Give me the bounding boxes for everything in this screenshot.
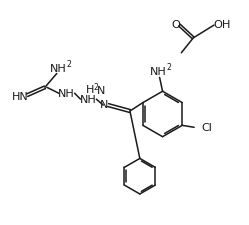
Text: OH: OH (213, 20, 231, 30)
Text: N: N (100, 100, 108, 110)
Text: 2: 2 (66, 60, 71, 69)
Text: Cl: Cl (201, 123, 212, 133)
Text: 2: 2 (166, 63, 171, 72)
Text: N: N (97, 86, 105, 96)
Text: NH: NH (80, 95, 97, 105)
Text: O: O (171, 20, 180, 30)
Text: HN: HN (12, 92, 29, 102)
Text: NH: NH (150, 66, 167, 76)
Text: 2: 2 (94, 82, 99, 91)
Text: H: H (86, 85, 95, 95)
Text: NH: NH (50, 63, 67, 73)
Text: NH: NH (58, 89, 75, 99)
